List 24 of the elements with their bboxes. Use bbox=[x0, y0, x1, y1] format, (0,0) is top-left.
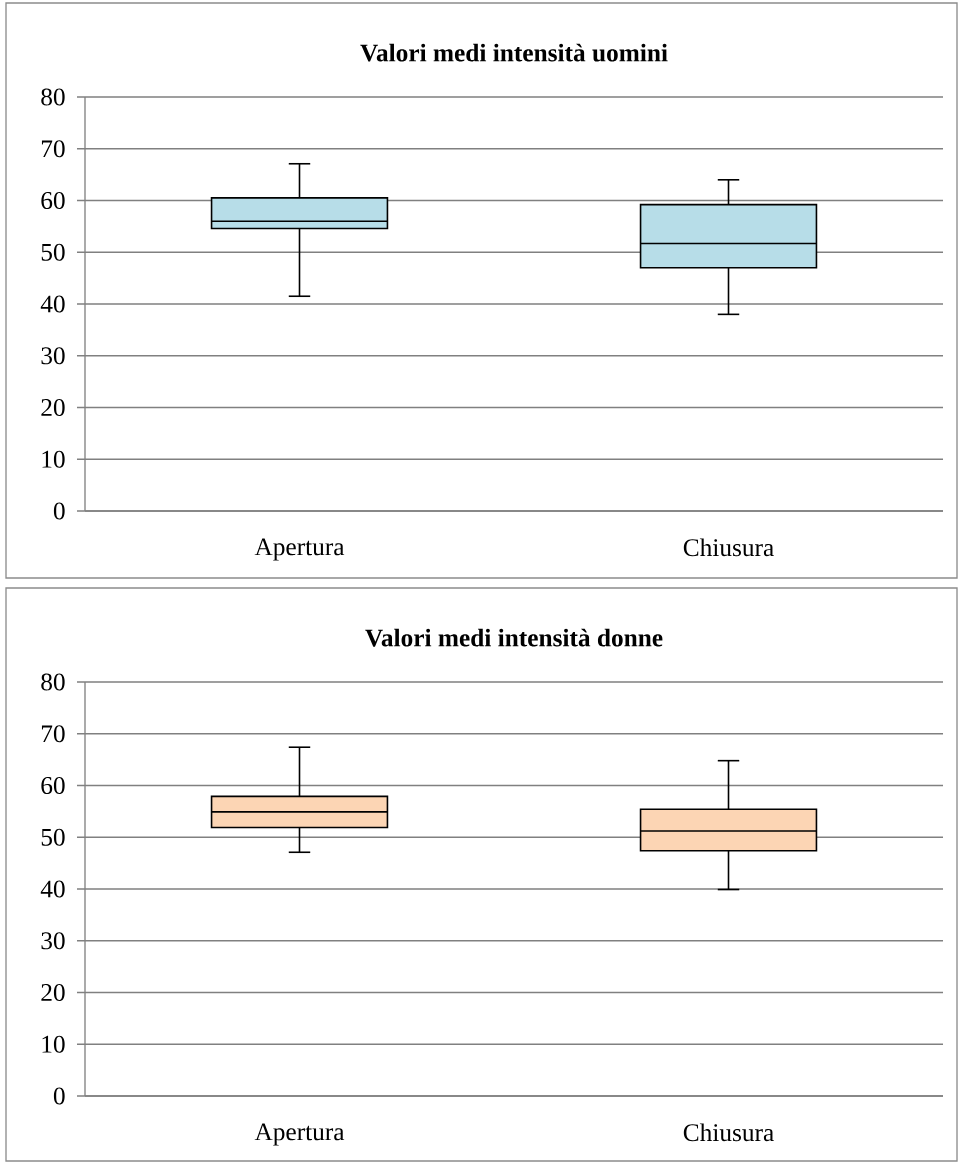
y-tick-label: 70 bbox=[41, 140, 65, 158]
y-tick-label: 20 bbox=[41, 398, 65, 417]
y-tick-label: 80 bbox=[41, 88, 65, 106]
y-tick-label: 10 bbox=[42, 1035, 65, 1053]
y-tick-label: 10 bbox=[42, 450, 65, 468]
y-tick-label: 0 bbox=[53, 502, 65, 520]
y-tick-label: 70 bbox=[41, 725, 65, 743]
y-tick-label: 60 bbox=[41, 191, 65, 210]
y-tick-label: 40 bbox=[40, 295, 65, 313]
y-tick-label: 60 bbox=[41, 776, 65, 795]
y-tick-label: 40 bbox=[40, 880, 65, 898]
x-tick-label: Apertura bbox=[254, 538, 345, 561]
y-tick-label: 30 bbox=[41, 347, 65, 365]
y-tick-label: 0 bbox=[53, 1087, 65, 1105]
x-tick-label: Chiusura bbox=[683, 1123, 774, 1142]
y-tick-label: 50 bbox=[41, 243, 65, 261]
chart-title: Valori medi intensità uomini bbox=[360, 43, 668, 62]
y-tick-label: 80 bbox=[41, 673, 65, 691]
y-tick-label: 50 bbox=[41, 828, 65, 846]
chart-title: Valori medi intensità donne bbox=[365, 628, 663, 647]
y-tick-label: 20 bbox=[41, 983, 65, 1002]
y-tick-label: 30 bbox=[41, 932, 65, 950]
x-tick-label: Chiusura bbox=[683, 538, 774, 557]
x-tick-label: Apertura bbox=[254, 1123, 345, 1146]
